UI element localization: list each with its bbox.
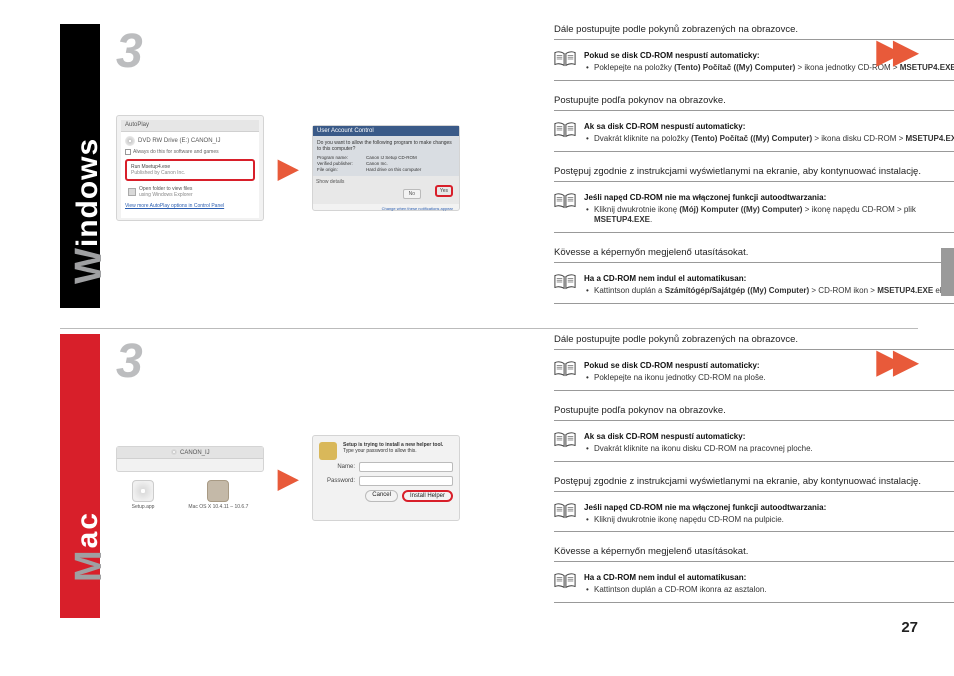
note-text: Kattintson duplán a CD-ROM ikonra az asz… xyxy=(584,585,954,596)
uac-show: Show details xyxy=(316,179,344,185)
os-label-windows: Windows xyxy=(68,138,111,284)
instruction-intro: Postupujte podľa pokynov na obrazovke. xyxy=(554,405,954,421)
windows-section: Windows 3 AutoPlay DVD RW Drive (E:) CAN… xyxy=(60,24,918,308)
note-title: Ak sa disk CD-ROM nespustí automaticky: xyxy=(584,432,954,441)
instruction-block: Postępuj zgodnie z instrukcjami wyświetl… xyxy=(554,166,954,234)
pw-msg2: Type your password to allow this. xyxy=(343,448,417,454)
instruction-intro: Postępuj zgodnie z instrukcjami wyświetl… xyxy=(554,166,954,182)
note-title: Jeśli napęd CD-ROM nie ma włączonej funk… xyxy=(584,503,954,512)
note-title: Ha a CD-ROM nem indul el automatikusan: xyxy=(584,573,954,582)
uac-prog-v: Canon IJ Setup CD-ROM xyxy=(366,155,455,160)
note-box: Ak sa disk CD-ROM nespustí automaticky: D… xyxy=(554,117,954,152)
instruction-intro: Postępuj zgodnie z instrukcjami wyświetl… xyxy=(554,476,954,492)
finder-screenshot: CANON_IJ Setup.app Mac OS X 10.4.11 – 10… xyxy=(116,446,264,510)
os-prefix-w: W xyxy=(68,247,111,284)
note-title: Ha a CD-ROM nem indul el automatikusan: xyxy=(584,274,954,283)
book-icon xyxy=(554,503,578,522)
os-text-mac: ac xyxy=(71,511,104,548)
note-box: Jeśli napęd CD-ROM nie ma włączonej funk… xyxy=(554,498,954,533)
setup-app-icon xyxy=(132,480,154,502)
uac-change: Change when these notifications appear xyxy=(382,206,453,211)
dvd-label: DVD RW Drive (E:) CANON_IJ xyxy=(138,138,221,144)
pw-install: Install Helper xyxy=(402,490,453,502)
manual-page: Windows 3 AutoPlay DVD RW Drive (E:) CAN… xyxy=(0,0,954,646)
uac-msg: Do you want to allow the following progr… xyxy=(317,140,455,152)
uac-org-l: File origin: xyxy=(317,167,363,172)
run-msetup-box: Run Msetup4.exe Published by Canon Inc. xyxy=(125,159,255,181)
instruction-block: Kövesse a képernyőn megjelenő utasítások… xyxy=(554,247,954,304)
instruction-intro: Kövesse a képernyőn megjelenő utasítások… xyxy=(554,546,954,562)
folder-icon xyxy=(207,480,229,502)
password-screenshot: Setup is trying to install a new helper … xyxy=(312,435,460,521)
next-arrow-icon: ▶▶ xyxy=(877,342,910,380)
uac-pub-l: Verified publisher: xyxy=(317,161,363,166)
disc-icon xyxy=(170,448,178,456)
pw-cancel: Cancel xyxy=(365,490,398,502)
arrow-icon: ▶ xyxy=(278,155,298,181)
open-sub: using Windows Explorer xyxy=(139,192,193,198)
book-icon xyxy=(554,193,578,212)
page-number: 27 xyxy=(901,619,918,636)
uac-yes: Yes xyxy=(440,188,448,194)
note-title: Ak sa disk CD-ROM nespustí automaticky: xyxy=(584,122,954,131)
pw-name-l: Name: xyxy=(319,464,355,470)
os-prefix-m: M xyxy=(68,548,111,582)
lock-icon xyxy=(319,442,337,460)
note-box: Ak sa disk CD-ROM nespustí automaticky: D… xyxy=(554,427,954,462)
setup-label: Setup.app xyxy=(132,504,155,510)
mac-section: Mac 3 CANON_IJ Setup.app Mac OS X 10.4.1… xyxy=(60,334,918,618)
publisher-label: Published by Canon Inc. xyxy=(131,170,249,176)
uac-prog-l: Program name: xyxy=(317,155,363,160)
note-text: Dvakrát kliknite na ikonu disku CD-ROM n… xyxy=(584,444,954,455)
autoplay-titlebar: AutoPlay xyxy=(121,120,259,132)
instruction-block: Postupujte podľa pokynov na obrazovke. Ak… xyxy=(554,405,954,462)
mac-content: 3 CANON_IJ Setup.app Mac OS X 10.4.11 – … xyxy=(116,334,918,618)
autoplay-link: View more AutoPlay options in Control Pa… xyxy=(125,200,255,209)
uac-org-v: Hard drive on this computer xyxy=(366,167,455,172)
uac-pub-v: Canon Inc. xyxy=(366,161,455,166)
always-label: Always do this for software and games xyxy=(133,149,219,155)
note-text: Kliknij dwukrotnie ikonę (Mój) Komputer … xyxy=(584,205,954,227)
book-icon xyxy=(554,432,578,451)
note-text: Dvakrát kliknite na položky (Tento) Počí… xyxy=(584,134,954,145)
finder-title: CANON_IJ xyxy=(180,450,210,456)
note-box: Jeśli napęd CD-ROM nie ma włączonej funk… xyxy=(554,188,954,234)
note-title: Jeśli napęd CD-ROM nie ma włączonej funk… xyxy=(584,193,954,202)
disc-icon xyxy=(125,136,135,146)
pw-pass-l: Password: xyxy=(319,478,355,484)
os-label-mac: Mac xyxy=(68,511,111,582)
book-icon xyxy=(554,573,578,592)
uac-yes-box: Yes xyxy=(435,185,453,197)
os-band-mac: Mac xyxy=(60,334,100,618)
windows-content: 3 AutoPlay DVD RW Drive (E:) CANON_IJ Al… xyxy=(116,24,918,308)
os-text-windows: indows xyxy=(71,138,104,247)
folder-label: Mac OS X 10.4.11 – 10.6.7 xyxy=(188,504,248,510)
checkbox-icon xyxy=(125,149,131,155)
uac-titlebar: User Account Control xyxy=(313,126,459,136)
instruction-intro: Postupujte podľa pokynov na obrazovke. xyxy=(554,95,954,111)
folder-icon xyxy=(128,188,136,196)
book-icon xyxy=(554,361,578,380)
pw-pass-input xyxy=(359,476,453,486)
next-arrow-icon: ▶▶ xyxy=(877,32,910,70)
arrow-icon: ▶ xyxy=(278,465,298,491)
side-tab xyxy=(941,248,954,296)
note-text: Kattintson duplán a Számítógép/Sajátgép … xyxy=(584,286,954,297)
instruction-block: Postupujte podľa pokynov na obrazovke. Ak… xyxy=(554,95,954,152)
book-icon xyxy=(554,274,578,293)
book-icon xyxy=(554,122,578,141)
section-divider xyxy=(60,328,918,329)
note-box: Ha a CD-ROM nem indul el automatikusan: K… xyxy=(554,269,954,304)
book-icon xyxy=(554,51,578,70)
instruction-block: Postępuj zgodnie z instrukcjami wyświetl… xyxy=(554,476,954,533)
uac-screenshot: User Account Control Do you want to allo… xyxy=(312,125,460,211)
instruction-block: Kövesse a képernyőn megjelenő utasítások… xyxy=(554,546,954,603)
autoplay-screenshot: AutoPlay DVD RW Drive (E:) CANON_IJ Alwa… xyxy=(116,115,264,221)
os-band-windows: Windows xyxy=(60,24,100,308)
instruction-intro: Kövesse a képernyőn megjelenő utasítások… xyxy=(554,247,954,263)
pw-name-input xyxy=(359,462,453,472)
uac-no: No xyxy=(403,189,421,199)
note-box: Ha a CD-ROM nem indul el automatikusan: K… xyxy=(554,568,954,603)
note-text: Kliknij dwukrotnie ikonę napędu CD-ROM n… xyxy=(584,515,954,526)
